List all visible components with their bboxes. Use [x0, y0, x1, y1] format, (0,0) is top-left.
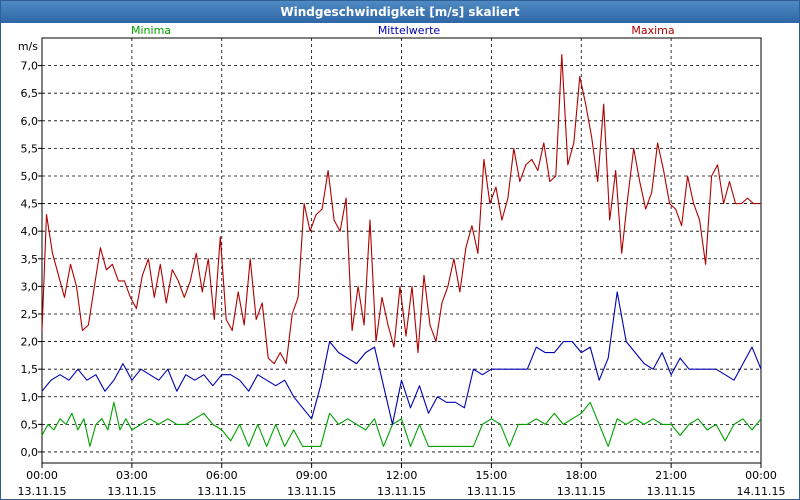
y-tick-label: 5,0 [21, 170, 39, 183]
y-tick-label: 2,0 [21, 336, 39, 349]
chart-title: Windgeschwindigkeit [m/s] skaliert [1, 1, 799, 23]
x-tick-time-label: 18:00 [565, 469, 597, 482]
y-tick-label: 1,0 [21, 391, 39, 404]
y-tick-label: 2,5 [21, 308, 39, 321]
axis-layer: 0,0 0,5 1,0 1,5 2,0 2,5 3,0 3,5 4,0 4,5 5,0 5,5 6,0 6… [18, 40, 786, 498]
series-layer [41, 54, 762, 447]
series-line-maxima [41, 54, 761, 365]
x-tick-time-label: 00:00 [745, 469, 777, 482]
y-tick-label: 6,5 [21, 87, 39, 100]
legend-mittelwerte: Mittelwerte [378, 24, 441, 37]
y-tick-label: 5,5 [21, 142, 39, 155]
x-tick-date-label: 13.11.15 [287, 485, 336, 498]
y-tick-label: 1,5 [21, 363, 39, 376]
y-tick-label: 0,5 [21, 418, 39, 431]
y-tick-label: 7,0 [21, 60, 39, 73]
x-tick-date-label: 13.11.15 [197, 485, 246, 498]
x-tick-date-label: 13.11.15 [18, 485, 67, 498]
legend-minima: Minima [131, 24, 171, 37]
x-tick-time-label: 15:00 [476, 469, 508, 482]
y-tick-label: 4,5 [21, 198, 39, 211]
x-tick-date-label: 13.11.15 [377, 485, 426, 498]
x-tick-date-label: 13.11.15 [467, 485, 516, 498]
x-tick-time-label: 06:00 [206, 469, 238, 482]
legend-layer: Minima Mittelwerte Maxima [131, 24, 675, 37]
x-tick-date-label: 14.11.15 [737, 485, 786, 498]
x-tick-date-label: 13.11.15 [557, 485, 606, 498]
x-tick-date-label: 13.11.15 [107, 485, 156, 498]
y-tick-label: 6,0 [21, 115, 39, 128]
series-line-mittelwerte [41, 291, 762, 425]
y-tick-label: 3,0 [21, 280, 39, 293]
y-tick-label: 3,5 [21, 253, 39, 266]
y-axis-label: m/s [18, 40, 38, 53]
series-line-minima [41, 401, 762, 447]
y-tick-label: 4,0 [21, 225, 39, 238]
legend-maxima: Maxima [631, 24, 674, 37]
x-tick-time-label: 12:00 [386, 469, 418, 482]
x-tick-date-label: 13.11.15 [647, 485, 696, 498]
x-tick-time-label: 09:00 [296, 469, 328, 482]
y-tick-label: 0,0 [21, 446, 39, 459]
x-tick-time-label: 21:00 [655, 469, 687, 482]
x-tick-time-label: 03:00 [116, 469, 148, 482]
x-tick-time-label: 00:00 [26, 469, 58, 482]
